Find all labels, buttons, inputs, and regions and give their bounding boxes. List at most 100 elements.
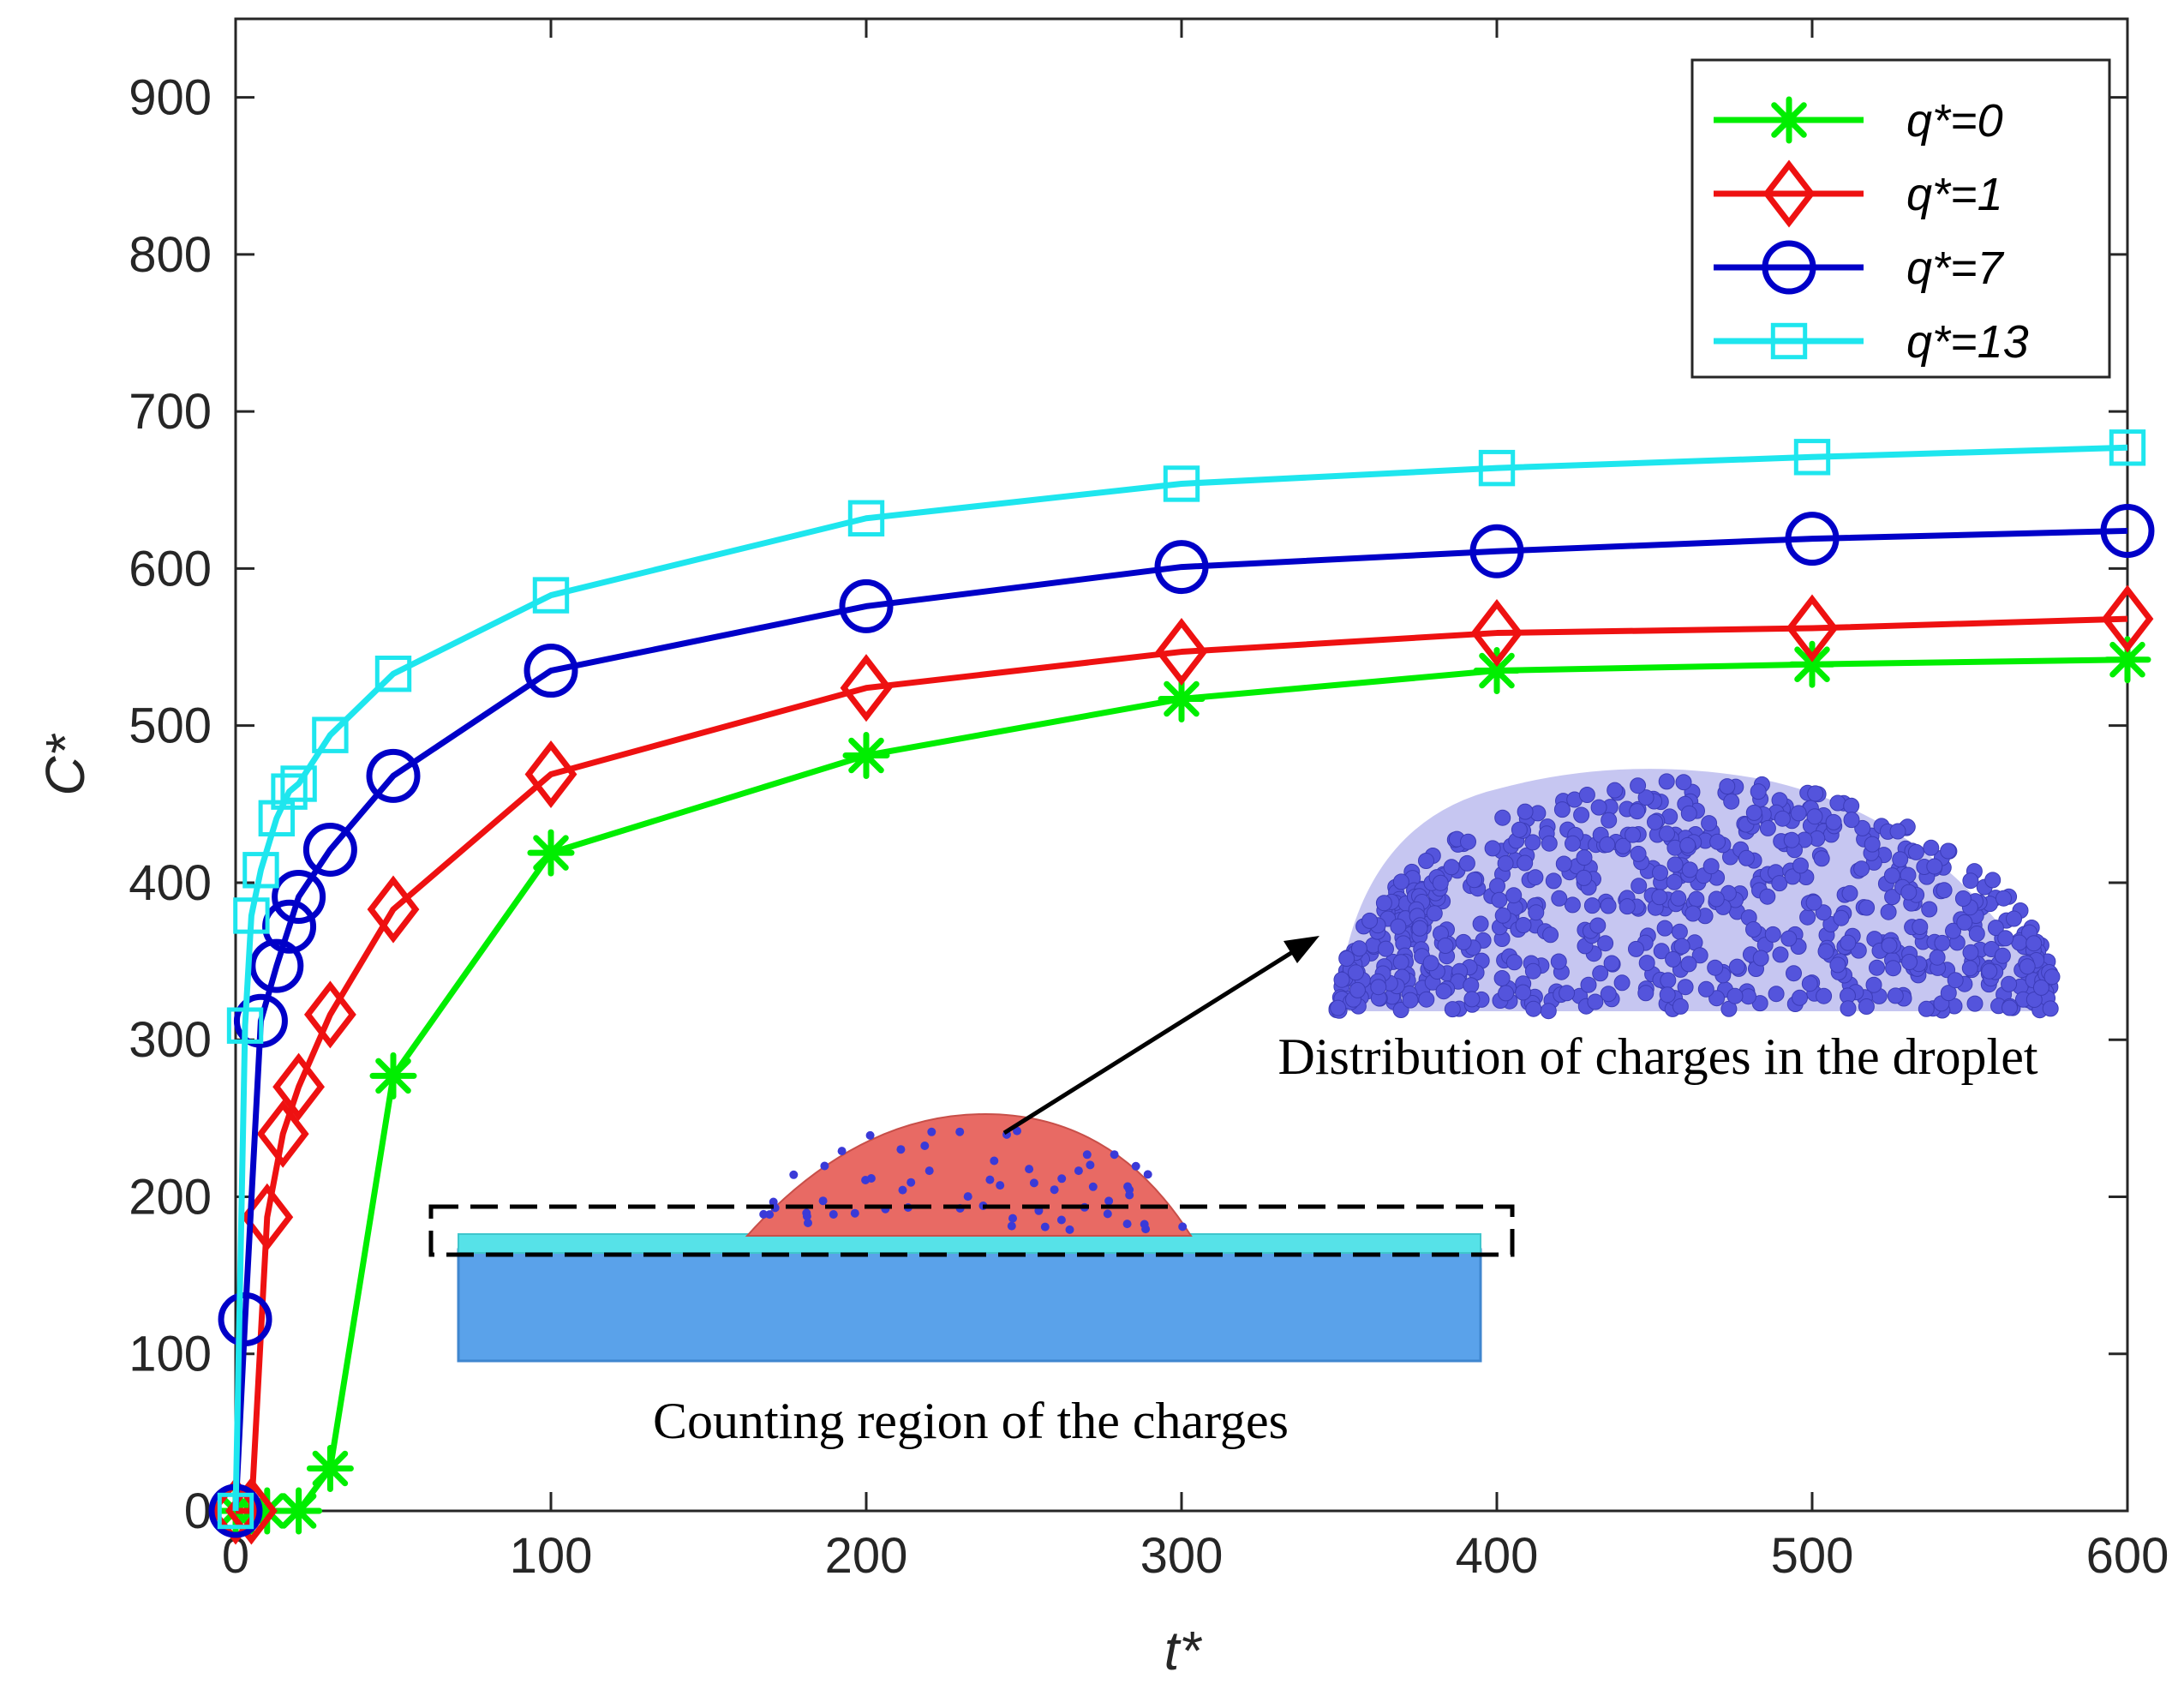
series-2	[208, 503, 2155, 1538]
data-point	[262, 899, 317, 954]
charge-dot	[1912, 919, 1929, 935]
charge-dot	[1759, 888, 1776, 905]
charge-dot	[1829, 794, 1846, 812]
droplet-charge-dot	[837, 1147, 847, 1156]
y-tick-label: 700	[129, 384, 212, 440]
charge-dot	[1463, 991, 1481, 1008]
droplet-charge-dot	[829, 1210, 838, 1219]
droplet-charge-dot	[865, 1130, 875, 1140]
data-point	[2109, 429, 2146, 466]
charge-dot	[1784, 868, 1801, 885]
charge-dot	[2006, 910, 2022, 927]
droplet-charge-dot	[866, 1174, 876, 1183]
charge-dot	[1666, 856, 1684, 873]
charge-dot	[2043, 968, 2061, 986]
data-point	[272, 1052, 326, 1121]
charge-dot	[1472, 915, 1489, 932]
droplet-charge-dot	[789, 1170, 799, 1179]
charge-dot	[1840, 1000, 1857, 1017]
data-point	[258, 800, 296, 837]
charge-dot	[1629, 803, 1646, 820]
charge-dot	[2025, 992, 2043, 1008]
charge-dot	[1962, 872, 1979, 890]
droplet-charge-dot	[927, 1127, 936, 1136]
legend-item: q*=0	[1714, 95, 2003, 147]
charge-dot	[1402, 992, 1419, 1009]
charge-dot	[2025, 935, 2043, 952]
annotation-arrow-head	[1283, 936, 1319, 963]
charge-dot	[1853, 860, 1870, 878]
charge-dot	[1677, 979, 1694, 996]
y-tick-label: 800	[129, 227, 212, 283]
charge-dot	[1728, 958, 1745, 975]
charge-dot	[1600, 897, 1617, 914]
droplet-charge-dot	[1050, 1185, 1059, 1195]
y-tick-label: 0	[184, 1483, 212, 1539]
charge-dot	[1528, 904, 1545, 921]
charge-dot	[1889, 823, 1906, 840]
charge-dot	[1505, 887, 1523, 904]
data-point	[280, 765, 317, 802]
droplet-charge-dot	[1110, 1150, 1119, 1160]
droplet-charge-dot	[1082, 1150, 1092, 1160]
data-point	[1478, 449, 1516, 487]
charge-dot	[1491, 891, 1508, 908]
charge-dot	[1338, 950, 1355, 967]
charge-dot	[1679, 836, 1696, 854]
charge-dot	[1613, 974, 1631, 992]
data-point	[272, 869, 326, 924]
y-tick-label: 900	[129, 70, 212, 126]
charge-dot	[1680, 805, 1697, 822]
charge-dot	[1599, 836, 1616, 853]
droplet-charge-dot	[1143, 1170, 1152, 1179]
droplet-charge-dot	[1074, 1166, 1083, 1176]
charge-dot	[1940, 842, 1957, 860]
data-point	[1765, 96, 1813, 144]
charge-dot	[1807, 785, 1824, 802]
data-point	[1785, 512, 1840, 566]
charge-dot	[1659, 986, 1676, 1004]
charge-dot	[1607, 782, 1624, 799]
charge-dot	[1752, 950, 1769, 967]
charge-dot	[1576, 849, 1593, 866]
legend-label: q*=0	[1906, 95, 2003, 147]
charge-dot	[1553, 801, 1571, 818]
data-point	[839, 578, 894, 633]
charge-dot	[1600, 986, 1617, 1003]
legend-item: q*=7	[1714, 240, 2005, 295]
charge-dot	[1771, 875, 1788, 892]
charge-dot	[1665, 950, 1682, 968]
data-point	[249, 938, 304, 993]
charge-dot	[1961, 960, 1978, 977]
charge-dot	[1901, 954, 1918, 970]
charge-dot	[1772, 946, 1789, 963]
data-point	[256, 1100, 309, 1168]
charge-dot	[1945, 922, 1961, 939]
charge-dot	[1923, 839, 1940, 856]
droplet-charge-dot	[1104, 1196, 1114, 1206]
droplet-charge-dot	[1123, 1182, 1133, 1191]
charge-dot	[1726, 987, 1744, 1004]
droplet-charge-dot	[898, 1185, 907, 1195]
charge-dot	[1573, 806, 1590, 824]
charge-dot	[1783, 831, 1800, 848]
charge-dot	[1854, 819, 1871, 836]
charge-dot	[1780, 930, 1798, 947]
droplet-charge-dot	[1040, 1222, 1050, 1232]
charge-dot	[1907, 843, 1924, 860]
data-point	[374, 656, 412, 692]
charge-dot	[1956, 914, 1973, 931]
charge-dot	[1786, 965, 1802, 982]
charge-dot	[1418, 991, 1435, 1008]
data-point	[218, 1291, 272, 1346]
charge-dot	[1589, 917, 1607, 934]
charge-dot	[1708, 890, 1725, 908]
charge-dot	[1455, 933, 1472, 950]
droplet-charge-dot	[1178, 1222, 1188, 1232]
charge-dot	[1940, 985, 1957, 1002]
charge-dot	[1918, 1000, 1935, 1017]
data-point	[271, 773, 308, 810]
charge-dot	[1517, 803, 1534, 820]
charge-dot	[1666, 873, 1683, 890]
droplet-charge-dot	[1065, 1225, 1074, 1234]
